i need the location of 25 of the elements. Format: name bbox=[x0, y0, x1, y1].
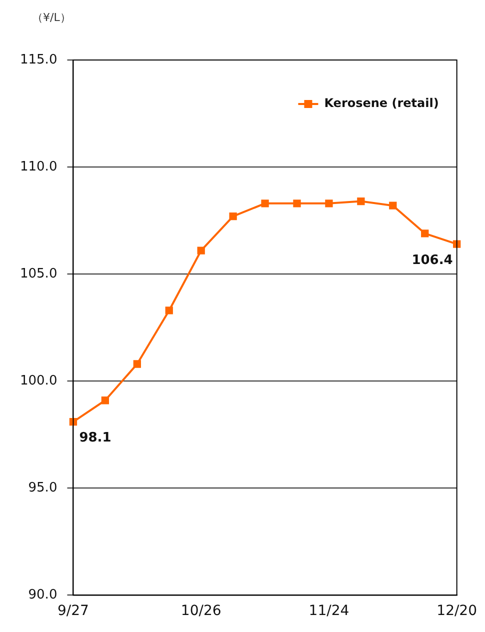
x-tick-label: 10/26 bbox=[180, 603, 222, 620]
point bbox=[421, 230, 429, 238]
point bbox=[165, 306, 173, 314]
y-tick-label: 110.0 bbox=[20, 159, 58, 174]
x-tick-label: 9/27 bbox=[57, 603, 89, 620]
legend-label: Kerosene (retail) bbox=[324, 96, 439, 110]
y-tick-label: 90.0 bbox=[28, 588, 58, 603]
y-tick-label: 95.0 bbox=[28, 480, 58, 496]
point bbox=[229, 212, 237, 220]
point bbox=[357, 197, 365, 206]
y-axis-title: （¥/L） bbox=[32, 10, 71, 25]
point bbox=[101, 396, 110, 404]
point bbox=[133, 360, 141, 368]
point bbox=[325, 200, 333, 208]
x-tick-label: 11/24 bbox=[308, 603, 350, 620]
point bbox=[197, 246, 205, 254]
point bbox=[389, 202, 397, 210]
y-tick-label: 100.0 bbox=[20, 373, 58, 388]
annotation: 98.1 bbox=[79, 430, 112, 446]
annotation: 106.4 bbox=[412, 252, 453, 268]
x-tick-label: 12/20 bbox=[436, 603, 478, 620]
point bbox=[293, 200, 301, 208]
y-tick-label: 105.0 bbox=[20, 266, 58, 282]
point bbox=[261, 200, 269, 208]
y-tick-label: 115.0 bbox=[20, 52, 58, 68]
